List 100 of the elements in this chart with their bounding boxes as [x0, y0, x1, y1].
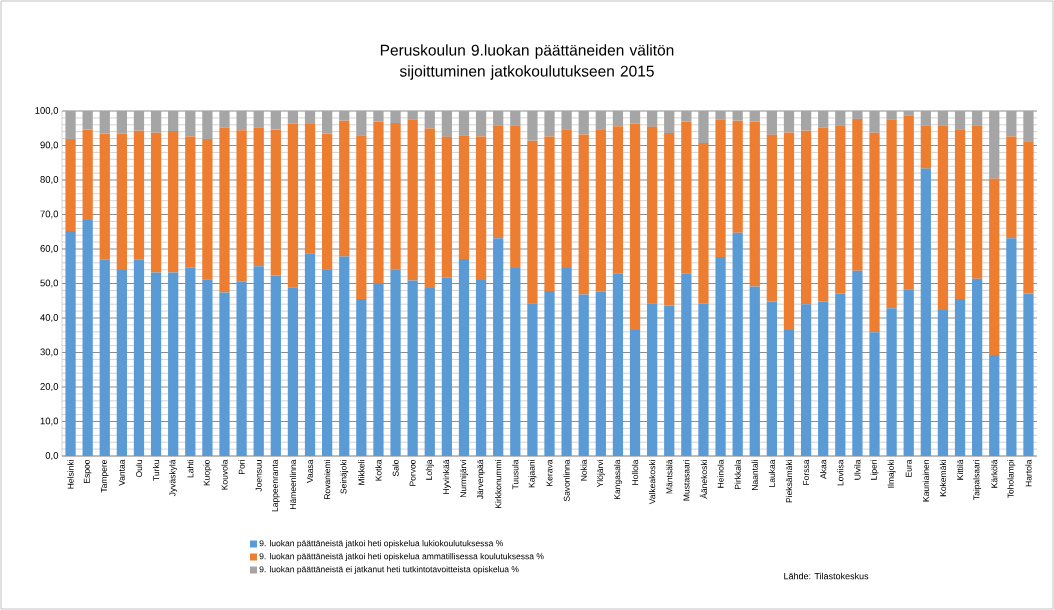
bar: [219, 110, 230, 128]
bar: [185, 110, 196, 137]
x-tick-label: Jyväskylä: [169, 459, 178, 497]
x-tick-label: Kärkölä: [991, 459, 998, 488]
x-tick-label: Hollola: [631, 459, 639, 485]
x-tick-label: Äänekoski: [699, 460, 708, 499]
bar: [99, 110, 110, 134]
bar: [800, 110, 812, 131]
x-tick-label: Taipalsaari: [973, 460, 982, 500]
bar: [578, 294, 589, 456]
x-tick-label: Helsinki: [67, 460, 74, 489]
bar: [82, 129, 93, 221]
x-tick-label: Toholampi: [1007, 460, 1016, 499]
x-tick-label: Pori: [238, 460, 245, 474]
x-tick-label: Salo: [392, 459, 399, 477]
bar: [852, 118, 863, 271]
x-tick-label: Rovaniemi: [324, 460, 331, 499]
bar: [253, 110, 264, 128]
x-tick-label: Hartola: [1025, 459, 1032, 487]
bar: [185, 267, 196, 456]
x-tick-label: Liperi: [870, 460, 879, 480]
bar: [766, 134, 778, 302]
bar: [835, 125, 846, 294]
bar: [715, 256, 726, 456]
x-tick-label: Tampere: [100, 459, 109, 493]
x-tick-label: Valkeakoski: [649, 460, 656, 505]
bar: [595, 291, 606, 456]
y-tick-label: 70,0: [40, 210, 59, 219]
bar: [322, 269, 333, 456]
x-tick-label: Mäntsälä: [666, 459, 673, 494]
bar: [681, 273, 692, 456]
bar: [185, 136, 196, 268]
bar: [133, 110, 145, 131]
bar: [886, 308, 897, 456]
bar: [732, 110, 743, 121]
bar: [527, 303, 538, 456]
y-tick-label: 60,0: [40, 245, 59, 253]
bar: [783, 110, 795, 133]
bar: [1006, 136, 1017, 239]
x-tick-label: Kouvola: [221, 459, 228, 490]
x-tick-label: Lohja: [425, 459, 434, 480]
bar: [954, 110, 966, 130]
bar: [424, 110, 435, 129]
bar: [202, 138, 213, 280]
x-tick-label: Kotka: [375, 459, 382, 481]
bar: [612, 110, 624, 127]
bar: [441, 277, 453, 456]
bar: [629, 330, 641, 456]
bar: [544, 136, 555, 292]
bar: [270, 275, 281, 456]
y-tick-label: 0,0: [45, 452, 59, 460]
bar: [133, 130, 145, 260]
bar: [818, 301, 829, 456]
bar: [253, 266, 264, 456]
bar: [458, 135, 470, 259]
bar: [766, 301, 778, 456]
x-tick-label: Naantali: [751, 460, 758, 491]
bar: [236, 130, 247, 282]
bar: [920, 168, 931, 456]
bar: [972, 125, 983, 279]
bar: [356, 135, 367, 300]
bar: [219, 127, 230, 293]
x-tick-label: Ylöjärvi: [596, 460, 605, 488]
y-tick-label: 30,0: [40, 348, 59, 357]
bar: [270, 110, 281, 130]
bar: [595, 129, 606, 292]
bar: [852, 110, 863, 119]
x-tick-label: Eura: [905, 459, 912, 477]
bar: [903, 115, 914, 290]
text: Lähde: Tilastokeskus: [784, 572, 869, 580]
bar: [835, 110, 846, 126]
x-tick-label: Pirkkala: [734, 459, 741, 490]
y-tick-label: 90,0: [40, 141, 59, 150]
bar: [390, 110, 401, 124]
bar: [920, 110, 931, 126]
bar: [407, 110, 418, 120]
bar: [168, 131, 179, 273]
bar: [954, 299, 966, 456]
bar: [1023, 110, 1034, 142]
bar: [544, 110, 555, 137]
legend-label: 9. luokan päättäneistä jatkoi heti opiskelua lukiokoulutuksessa %: [259, 540, 503, 548]
bar: [253, 127, 264, 267]
bar: [835, 293, 846, 456]
bar: [937, 310, 949, 456]
x-tick-label: Järvenpää: [477, 459, 485, 500]
y-tick-label: 100,0: [35, 107, 59, 115]
x-tick-label: Seinäjoki: [340, 460, 349, 494]
x-tick-label: Kangasala: [613, 459, 622, 500]
x-tick-label: Espoo: [83, 459, 92, 483]
bar: [133, 259, 145, 456]
bar: [749, 110, 760, 122]
bar: [698, 303, 709, 456]
x-tick-label: Kauniainen: [922, 460, 929, 502]
bar: [749, 121, 760, 287]
x-tick-label: Kerava: [546, 459, 553, 486]
x-tick-label: Akaa: [820, 459, 827, 479]
chart-title: Peruskoulun 9.luokan päättäneiden välitön sijoittuminen jatkokoulutukseen 2015: [380, 44, 674, 80]
bar: [99, 259, 110, 456]
bar: [766, 110, 778, 135]
bar: [989, 110, 1000, 179]
